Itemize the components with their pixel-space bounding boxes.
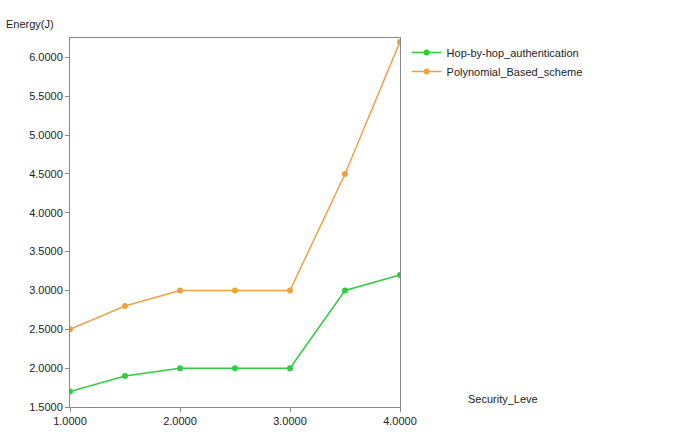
svg-text:4.5000: 4.5000 (29, 168, 63, 180)
svg-text:2.0000: 2.0000 (163, 415, 197, 427)
svg-text:1.5000: 1.5000 (29, 401, 63, 413)
svg-text:3.5000: 3.5000 (29, 245, 63, 257)
svg-text:Hop-by-hop_authentication: Hop-by-hop_authentication (447, 47, 579, 59)
svg-text:3.0000: 3.0000 (273, 415, 307, 427)
svg-text:Security_Leve: Security_Leve (468, 393, 538, 405)
svg-text:3.0000: 3.0000 (29, 284, 63, 296)
svg-text:2.0000: 2.0000 (29, 362, 63, 374)
svg-text:Polynomial_Based_scheme: Polynomial_Based_scheme (447, 66, 583, 78)
svg-text:1.0000: 1.0000 (53, 415, 87, 427)
svg-text:6.0000: 6.0000 (29, 51, 63, 63)
svg-text:5.5000: 5.5000 (29, 90, 63, 102)
svg-text:5.0000: 5.0000 (29, 129, 63, 141)
svg-text:4.0000: 4.0000 (383, 415, 417, 427)
svg-text:2.5000: 2.5000 (29, 323, 63, 335)
svg-text:Energy(J): Energy(J) (6, 18, 54, 30)
svg-text:4.0000: 4.0000 (29, 207, 63, 219)
